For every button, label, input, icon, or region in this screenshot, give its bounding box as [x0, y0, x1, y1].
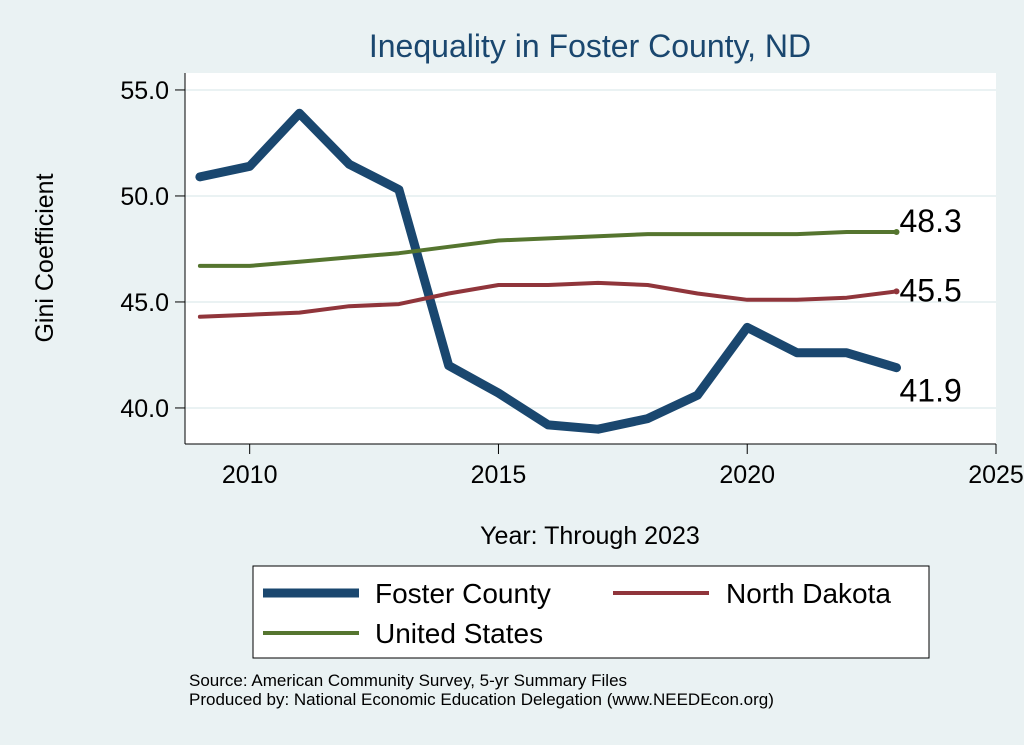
x-tick-label: 2025: [968, 461, 1024, 489]
series-lines: [195, 108, 901, 434]
series-line-north-dakota: [197, 280, 899, 319]
x-axis-title: Year: Through 2023: [480, 522, 700, 550]
y-axis-title: Gini Coefficient: [31, 173, 59, 342]
source-line: Source: American Community Survey, 5-yr …: [189, 671, 628, 690]
legend-label-north-dakota: North Dakota: [726, 578, 891, 609]
y-tick-label: 55.0: [120, 77, 169, 105]
end-point-united-states: [893, 229, 900, 235]
end-point-north-dakota: [893, 288, 900, 295]
y-tick-label: 45.0: [120, 289, 169, 317]
series-line-foster-county: [195, 108, 901, 434]
end-label-united-states: 48.3: [899, 203, 961, 239]
series-line-united-states: [197, 230, 899, 268]
x-tick-label: 2015: [471, 461, 527, 489]
legend-label-foster-county: Foster County: [375, 578, 551, 609]
end-point-foster-county: [893, 364, 900, 371]
y-tick-label: 40.0: [120, 395, 169, 423]
source-note: Source: American Community Survey, 5-yr …: [189, 671, 774, 709]
y-tick-label: 50.0: [120, 183, 169, 211]
x-tick-label: 2010: [222, 461, 278, 489]
gridlines: [185, 88, 996, 409]
legend-box: [252, 565, 930, 659]
legend: Foster County North Dakota United States: [252, 565, 930, 659]
x-tick-label: 2020: [719, 461, 775, 489]
end-labels: 41.9 45.5 48.3: [899, 203, 961, 409]
end-label-foster-county: 41.9: [899, 373, 961, 409]
end-label-north-dakota: 45.5: [899, 272, 961, 308]
plot-area: [185, 73, 996, 444]
axes: 40.0 45.0 50.0 55.0 2010 2015 2020 2025: [120, 73, 1024, 489]
legend-label-united-states: United States: [375, 618, 543, 649]
chart-title: Inequality in Foster County, ND: [369, 28, 811, 64]
produced-by-line: Produced by: National Economic Education…: [189, 690, 774, 709]
